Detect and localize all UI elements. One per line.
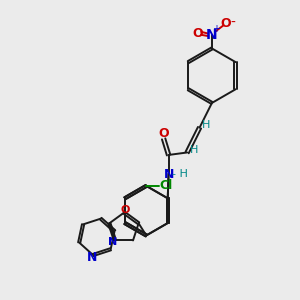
Text: N: N: [164, 167, 174, 181]
Text: - H: - H: [172, 169, 188, 179]
Text: Cl: Cl: [159, 179, 172, 192]
Text: N: N: [206, 28, 218, 42]
Text: O: O: [121, 205, 130, 215]
Text: N: N: [108, 237, 117, 247]
Text: N: N: [87, 251, 97, 265]
Text: H: H: [190, 145, 198, 155]
Text: -: -: [230, 15, 235, 29]
Text: +: +: [212, 24, 220, 34]
Text: H: H: [202, 120, 211, 130]
Text: O: O: [220, 17, 231, 30]
Text: O: O: [158, 128, 169, 140]
Text: O: O: [192, 27, 203, 40]
